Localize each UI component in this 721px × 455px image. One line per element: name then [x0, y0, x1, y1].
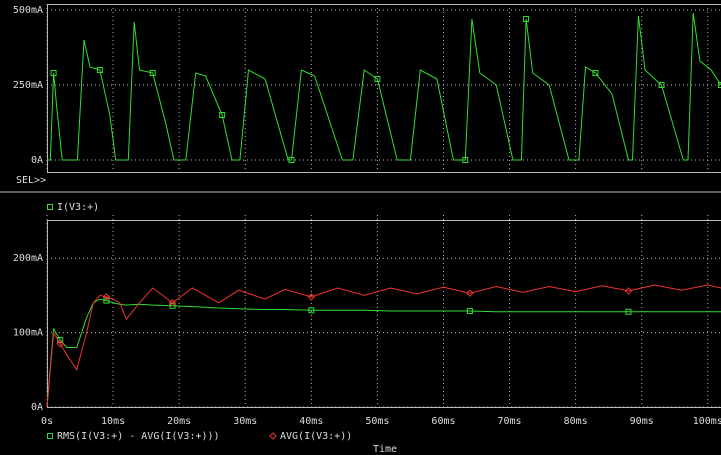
marker-diamond: [56, 340, 64, 348]
marker-diamond: [269, 432, 277, 440]
marker-square: [149, 70, 156, 76]
marker-diamond: [624, 287, 633, 295]
marker-square: [592, 70, 599, 76]
x-tick-label: 40ms: [299, 416, 323, 427]
y-tick-label: 0A: [31, 402, 43, 413]
marker-square: [718, 82, 721, 88]
marker-square: [219, 112, 226, 118]
y-tick-label: 0A: [31, 155, 43, 166]
legend-label: RMS(I(V3:+) - AVG(I(V3:+))): [57, 431, 220, 442]
legend-label: I(V3:+): [57, 202, 99, 213]
marker-diamond: [466, 289, 474, 297]
marker-square: [103, 297, 110, 304]
x-tick-label: 60ms: [431, 416, 455, 427]
marker-square: [96, 67, 103, 73]
x-axis-label: Time: [373, 444, 397, 455]
x-tick-label: 0s: [41, 416, 53, 427]
marker-square: [50, 70, 57, 76]
marker-square: [288, 157, 295, 163]
x-tick-label: 50ms: [365, 416, 389, 427]
x-tick-label: 70ms: [498, 416, 522, 427]
y-tick-label: 200mA: [13, 253, 43, 264]
sel-label: SEL>>: [16, 175, 46, 186]
x-tick-label: 100ms: [693, 416, 721, 427]
marker-diamond: [168, 299, 177, 307]
series-line: [46, 298, 721, 408]
x-tick-label: 80ms: [564, 416, 588, 427]
legend-label: AVG(I(V3:+)): [280, 431, 352, 442]
marker-square: [47, 204, 53, 210]
x-tick-label: 20ms: [167, 416, 191, 427]
marker-square: [625, 308, 632, 315]
y-tick-label: 100mA: [13, 328, 43, 339]
marker-square: [374, 76, 381, 82]
marker-square: [308, 307, 315, 314]
x-tick-label: 30ms: [233, 416, 257, 427]
marker-diamond: [307, 293, 316, 301]
x-tick-label: 10ms: [101, 416, 125, 427]
top-plot-frame: [47, 4, 721, 173]
marker-square: [47, 433, 53, 439]
y-tick-label: 250mA: [13, 80, 43, 91]
y-tick-label: 500mA: [13, 5, 43, 16]
marker-diamond: [102, 293, 111, 301]
marker-square: [658, 82, 665, 88]
marker-square: [523, 16, 530, 22]
marker-square: [466, 308, 473, 315]
marker-square: [462, 157, 469, 163]
bottom-plot-frame: [47, 220, 721, 408]
series-line: [47, 12, 721, 161]
series-line: [46, 284, 721, 408]
x-tick-label: 90ms: [630, 416, 654, 427]
